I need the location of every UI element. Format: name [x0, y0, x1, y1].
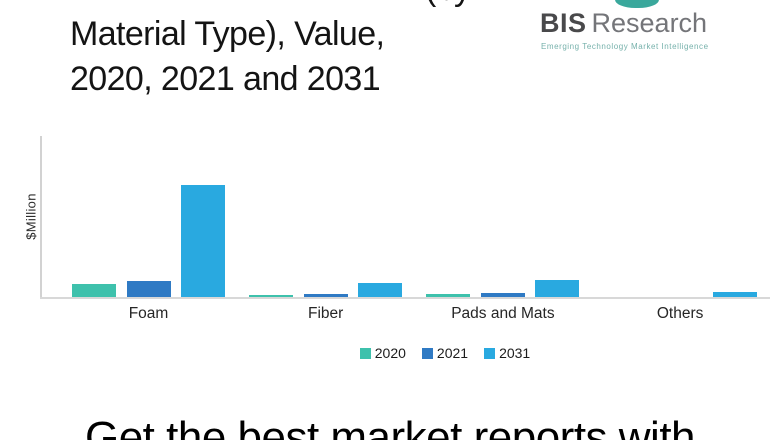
x-axis-line: [40, 297, 770, 299]
bar-pads-and-mats-2020: [426, 294, 471, 297]
logo-wordmark: BIS Research: [540, 8, 707, 39]
legend-swatch-2021: [421, 347, 433, 359]
bis-research-logo: BIS Research Emerging Technology Market I…: [537, 0, 747, 62]
y-axis-line: [40, 136, 42, 298]
x-axis-label-others: Others: [656, 305, 704, 322]
legend-item-2031: 2031: [484, 345, 530, 361]
bar-foam-2031: [181, 185, 225, 297]
logo-tagline: Emerging Technology Market Intelligence: [541, 42, 709, 51]
bar-fiber-2031: [358, 283, 403, 297]
legend-swatch-2020: [359, 347, 371, 359]
title-line-3: 2020, 2021 and 2031: [70, 60, 381, 98]
legend-label-2021: 2021: [436, 345, 469, 361]
logo-research-text: Research: [591, 8, 708, 38]
legend-item-2020: 2020: [359, 345, 406, 361]
bar-pads-and-mats-2021: [480, 293, 525, 297]
legend-label-2020: 2020: [374, 345, 406, 361]
bar-others-2031: [712, 292, 757, 297]
legend-label-2031: 2031: [499, 345, 531, 361]
x-axis-label-foam: Foam: [128, 305, 169, 322]
tree-icon: [615, 0, 659, 8]
bar-foam-2020: [72, 284, 116, 297]
logo-bis-text: BIS: [540, 8, 587, 38]
legend-item-2021: 2021: [421, 345, 469, 361]
x-axis-label-pads-and-mats: Pads and Mats: [451, 305, 555, 322]
title-line-2: Material Type), Value,: [70, 15, 385, 53]
bar-foam-2021: [126, 281, 171, 297]
y-axis-label: $Million: [23, 193, 39, 240]
footer-headline: Get the best market reports with: [84, 413, 696, 440]
bar-fiber-2020: [249, 295, 294, 297]
title-line-1-fragment: (by: [425, 0, 471, 12]
bar-fiber-2021: [303, 294, 348, 297]
chart-legend: 2020 2021 2031: [55, 345, 780, 361]
chart-title: (by Material Type), Value, 2020, 2021 an…: [70, 0, 471, 102]
legend-swatch-2031: [484, 347, 496, 359]
bar-pads-and-mats-2031: [535, 280, 580, 297]
x-axis-label-fiber: Fiber: [308, 305, 344, 322]
